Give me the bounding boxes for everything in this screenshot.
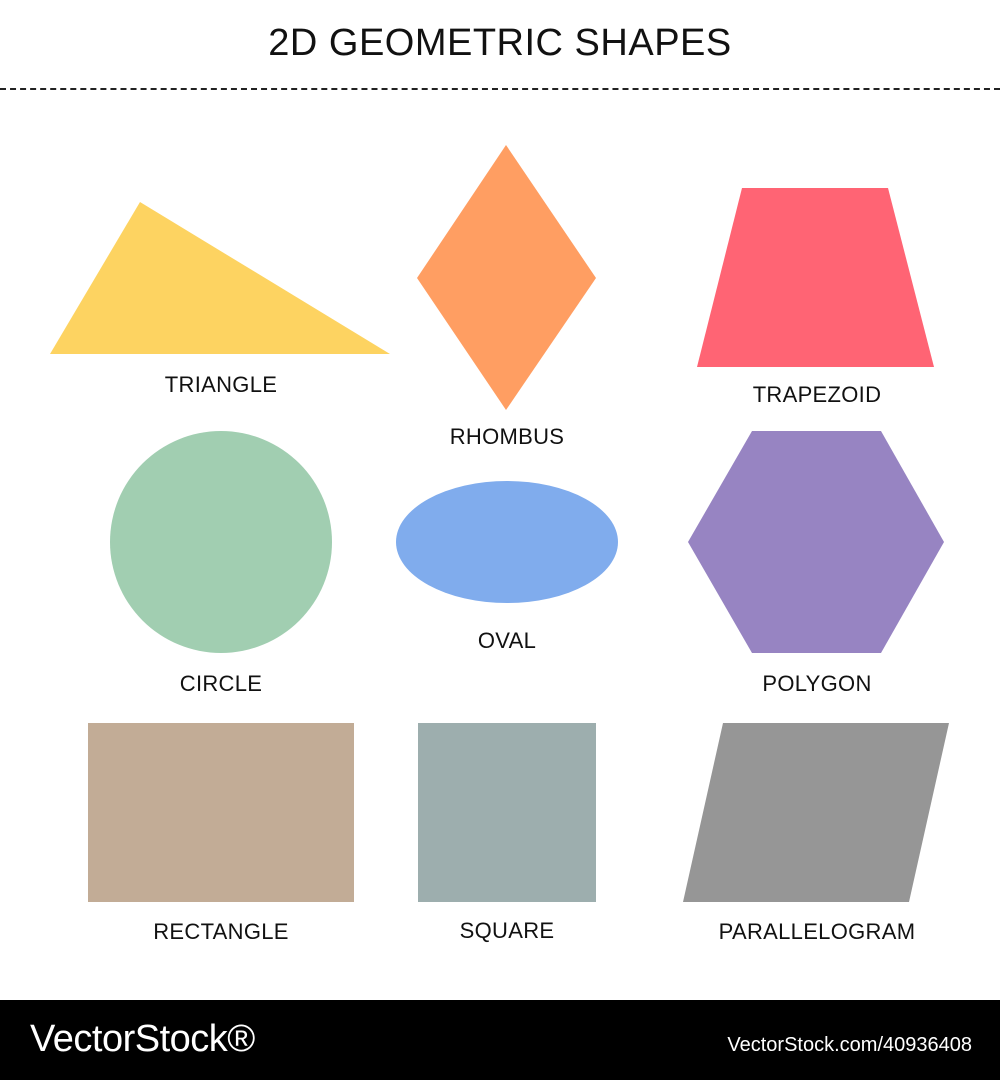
triangle-shape [50, 202, 390, 354]
vectorstock-logo: VectorStock® [30, 1018, 255, 1060]
image-id-text: VectorStock.com/40936408 [727, 1034, 972, 1056]
triangle-label: TRIANGLE [164, 372, 278, 397]
square-label: SQUARE [459, 918, 555, 943]
trapezoid-label: TRAPEZOID [752, 382, 882, 407]
shapes-canvas [50, 145, 949, 902]
oval-shape [396, 481, 618, 603]
footer-bar: VectorStock® VectorStock.com/40936408 [0, 1000, 1000, 1080]
polygon-label: POLYGON [762, 671, 872, 696]
circle-label: CIRCLE [179, 671, 263, 696]
circle-shape [110, 431, 332, 653]
rhombus-label: RHOMBUS [449, 424, 565, 449]
parallelogram-shape [683, 723, 949, 902]
trapezoid-shape [697, 188, 934, 367]
parallelogram-label: PARALLELOGRAM [718, 919, 916, 944]
oval-label: OVAL [477, 628, 537, 653]
dashed-divider [0, 88, 1000, 90]
rhombus-shape [417, 145, 596, 410]
square-shape [418, 723, 596, 902]
rectangle-label: RECTANGLE [153, 919, 289, 944]
polygon-shape [688, 431, 944, 653]
page-title: 2D GEOMETRIC SHAPES [268, 22, 732, 64]
rectangle-shape [88, 723, 354, 902]
